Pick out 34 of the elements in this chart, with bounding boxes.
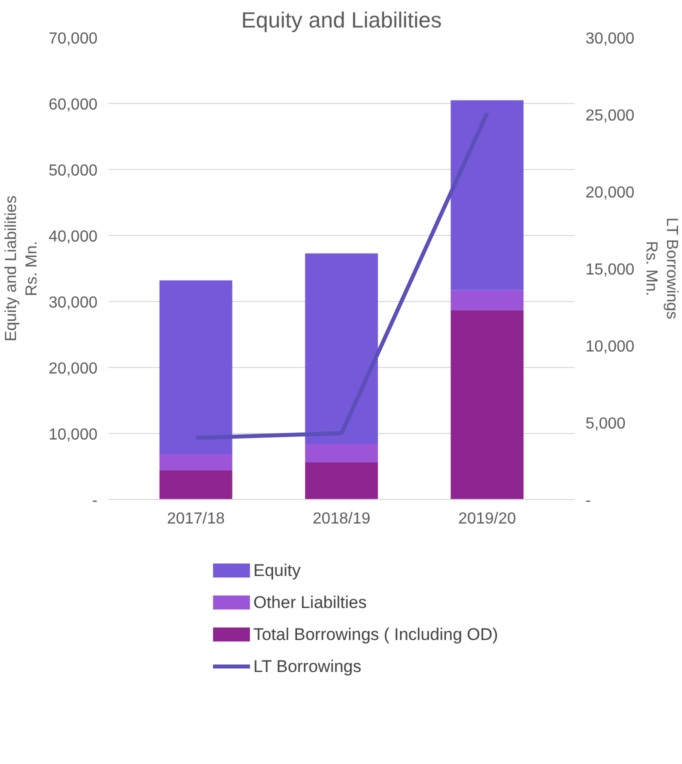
bar xyxy=(159,470,232,500)
bar xyxy=(450,290,524,310)
y-tick-label: 60,000 xyxy=(48,96,98,114)
y2-tick-label: - xyxy=(586,492,591,510)
y-tick-label: 50,000 xyxy=(48,162,98,180)
bar xyxy=(159,454,232,470)
y2-axis-title: LT Borrowings Rs. Mn. xyxy=(642,218,680,320)
y-tick-label: 10,000 xyxy=(48,426,98,444)
bar xyxy=(305,253,378,444)
bar xyxy=(305,462,378,500)
bar xyxy=(450,310,524,500)
bar xyxy=(450,100,524,290)
y-tick-label: 20,000 xyxy=(48,360,98,378)
y-axis-title: Equity and Liabilities Rs. Mn. xyxy=(3,196,41,342)
bar xyxy=(305,444,378,463)
y-tick-label: 30,000 xyxy=(48,294,98,312)
y2-tick-label: 15,000 xyxy=(586,262,635,278)
legend-label: Equity xyxy=(253,561,302,580)
legend-label: Total Borrowings ( Including OD) xyxy=(253,625,498,644)
y2-tick-label: 25,000 xyxy=(586,108,635,124)
x-tick-label: 2019/20 xyxy=(458,510,516,528)
x-tick-label: 2017/18 xyxy=(166,510,225,528)
bar xyxy=(159,280,232,454)
legend-label: Other Liabilties xyxy=(253,593,367,612)
legend-label: LT Borrowings xyxy=(253,657,362,676)
x-tick-label: 2018/19 xyxy=(312,510,371,528)
y2-tick-label: 30,000 xyxy=(586,30,635,48)
y2-tick-label: 5,000 xyxy=(586,416,626,432)
y-tick-label: 40,000 xyxy=(48,228,98,246)
y-tick-label: 70,000 xyxy=(48,30,98,48)
y2-tick-label: 10,000 xyxy=(586,338,635,356)
chart-title: Equity and Liabilities xyxy=(241,8,442,32)
y-tick-label: - xyxy=(92,492,98,510)
y2-tick-label: 20,000 xyxy=(586,184,635,202)
